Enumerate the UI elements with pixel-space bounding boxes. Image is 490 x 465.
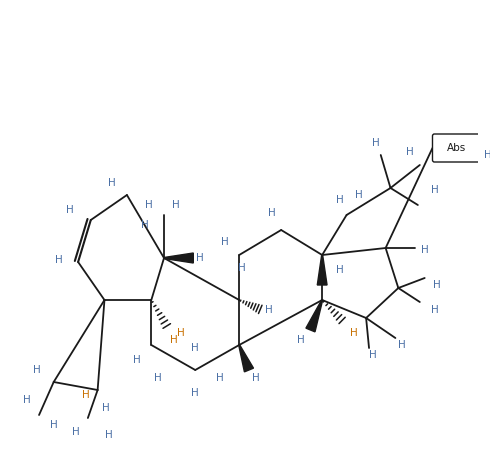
Text: H: H — [33, 365, 41, 375]
Text: H: H — [216, 373, 223, 383]
Text: H: H — [398, 340, 406, 350]
Text: H: H — [172, 200, 180, 210]
Polygon shape — [239, 345, 253, 372]
Polygon shape — [306, 300, 322, 332]
Text: H: H — [55, 255, 62, 265]
Text: H: H — [72, 427, 80, 437]
Text: H: H — [196, 253, 204, 263]
Text: H: H — [372, 138, 380, 148]
Text: H: H — [192, 343, 199, 353]
Text: H: H — [50, 420, 57, 430]
Text: H: H — [297, 335, 305, 345]
FancyBboxPatch shape — [433, 134, 481, 162]
Text: H: H — [220, 237, 228, 247]
Text: H: H — [141, 220, 148, 230]
Text: H: H — [421, 245, 429, 255]
Text: H: H — [252, 373, 260, 383]
Text: Abs: Abs — [447, 143, 466, 153]
Text: H: H — [105, 430, 113, 440]
Text: H: H — [369, 350, 377, 360]
Polygon shape — [318, 255, 327, 285]
Text: H: H — [170, 335, 178, 345]
Text: H: H — [265, 305, 272, 315]
Text: H: H — [431, 305, 439, 315]
Text: H: H — [192, 388, 199, 398]
Text: H: H — [431, 185, 439, 195]
Text: H: H — [268, 208, 275, 218]
Text: H: H — [336, 265, 343, 275]
Text: H: H — [434, 280, 441, 290]
Text: H: H — [177, 328, 185, 338]
Text: H: H — [101, 403, 109, 413]
Text: H: H — [146, 200, 153, 210]
Text: H: H — [238, 263, 246, 273]
Text: H: H — [355, 190, 363, 200]
Polygon shape — [164, 253, 193, 263]
Text: H: H — [349, 328, 357, 338]
Text: H: H — [24, 395, 31, 405]
Text: H: H — [336, 195, 343, 205]
Text: H: H — [67, 205, 74, 215]
Text: H: H — [406, 147, 414, 157]
Text: H: H — [154, 373, 162, 383]
Text: H: H — [484, 150, 490, 160]
Text: H: H — [108, 178, 116, 188]
Text: H: H — [82, 390, 90, 400]
Text: H: H — [133, 355, 141, 365]
